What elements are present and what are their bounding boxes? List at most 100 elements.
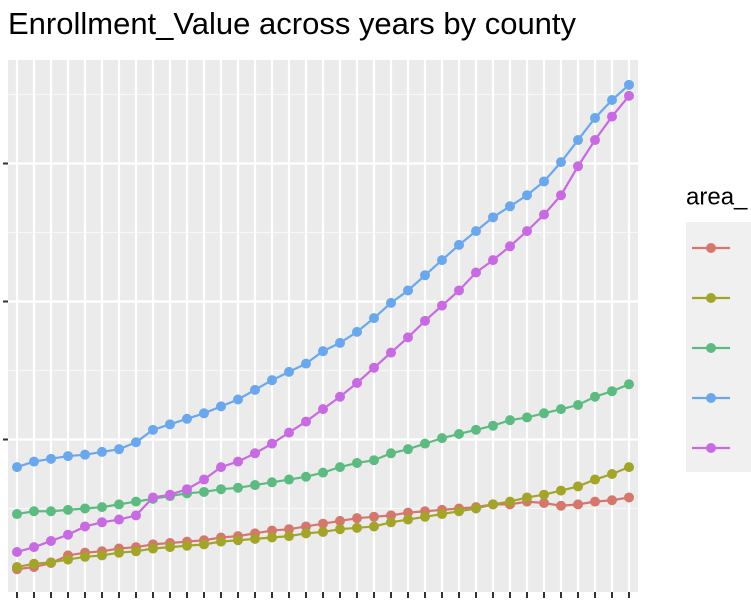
data-point — [369, 313, 379, 324]
data-point — [301, 471, 311, 482]
data-point — [165, 542, 175, 553]
data-point — [131, 437, 141, 448]
data-point — [148, 424, 158, 435]
data-point — [352, 457, 362, 468]
data-point — [386, 510, 396, 521]
data-point — [29, 542, 39, 553]
data-point — [386, 297, 396, 308]
data-point — [352, 326, 362, 337]
data-point — [250, 533, 260, 544]
data-point — [471, 424, 481, 435]
data-point — [46, 557, 56, 568]
data-point — [233, 456, 243, 467]
data-point — [182, 413, 192, 424]
data-point — [420, 270, 430, 281]
data-point — [403, 514, 413, 525]
data-point — [454, 506, 464, 517]
data-point — [403, 285, 413, 296]
data-point — [437, 255, 447, 266]
data-point — [556, 157, 566, 168]
data-point — [12, 509, 22, 520]
data-point — [522, 190, 532, 201]
data-point — [488, 255, 498, 266]
data-point — [165, 419, 175, 430]
data-point — [590, 391, 600, 402]
data-point — [556, 485, 566, 496]
data-point — [471, 226, 481, 237]
data-point — [607, 95, 617, 106]
data-point — [199, 408, 209, 419]
data-point — [573, 135, 583, 146]
data-point — [403, 507, 413, 518]
data-point — [250, 384, 260, 395]
data-point — [471, 503, 481, 514]
data-point — [318, 518, 328, 529]
data-point — [318, 346, 328, 357]
data-point — [369, 455, 379, 466]
data-point — [216, 536, 226, 547]
data-point — [335, 524, 345, 535]
data-point — [301, 416, 311, 427]
data-point — [267, 438, 277, 449]
data-point — [488, 499, 498, 510]
legend-key-point — [706, 393, 716, 403]
legend-key-point — [706, 243, 716, 253]
data-point — [335, 462, 345, 473]
data-point — [505, 241, 515, 252]
data-point — [386, 517, 396, 528]
data-point — [114, 547, 124, 558]
data-point — [539, 489, 549, 500]
data-point — [148, 543, 158, 554]
data-point — [539, 209, 549, 220]
data-point — [29, 456, 39, 467]
data-point — [369, 362, 379, 373]
data-point — [505, 415, 515, 426]
data-point — [63, 554, 73, 565]
legend-key-point — [706, 443, 716, 453]
data-point — [420, 315, 430, 326]
data-point — [590, 474, 600, 485]
data-point — [233, 535, 243, 546]
data-point — [80, 503, 90, 514]
data-point — [284, 474, 294, 485]
data-point — [301, 358, 311, 369]
data-point — [624, 90, 634, 101]
data-point — [624, 79, 634, 90]
data-point — [97, 517, 107, 528]
data-point — [488, 420, 498, 431]
data-point — [505, 201, 515, 212]
data-point — [267, 477, 277, 488]
data-point — [97, 550, 107, 561]
data-point — [301, 521, 311, 532]
data-point — [352, 377, 362, 388]
data-point — [131, 546, 141, 557]
data-point — [607, 386, 617, 397]
data-point — [539, 497, 549, 508]
data-point — [80, 521, 90, 532]
data-point — [267, 525, 277, 536]
data-point — [573, 400, 583, 411]
data-point — [437, 300, 447, 311]
data-point — [522, 412, 532, 423]
data-point — [216, 401, 226, 412]
data-point — [284, 531, 294, 542]
data-point — [29, 506, 39, 517]
data-point — [199, 486, 209, 497]
data-point — [573, 499, 583, 510]
data-point — [454, 239, 464, 250]
data-point — [539, 176, 549, 187]
data-point — [199, 539, 209, 550]
data-point — [165, 489, 175, 500]
data-point — [46, 506, 56, 517]
data-point — [556, 190, 566, 201]
data-point — [624, 492, 634, 503]
data-point — [216, 462, 226, 473]
data-point — [335, 337, 345, 348]
data-point — [403, 332, 413, 343]
data-point — [97, 446, 107, 457]
data-point — [182, 540, 192, 551]
data-point — [607, 495, 617, 506]
data-point — [386, 448, 396, 459]
